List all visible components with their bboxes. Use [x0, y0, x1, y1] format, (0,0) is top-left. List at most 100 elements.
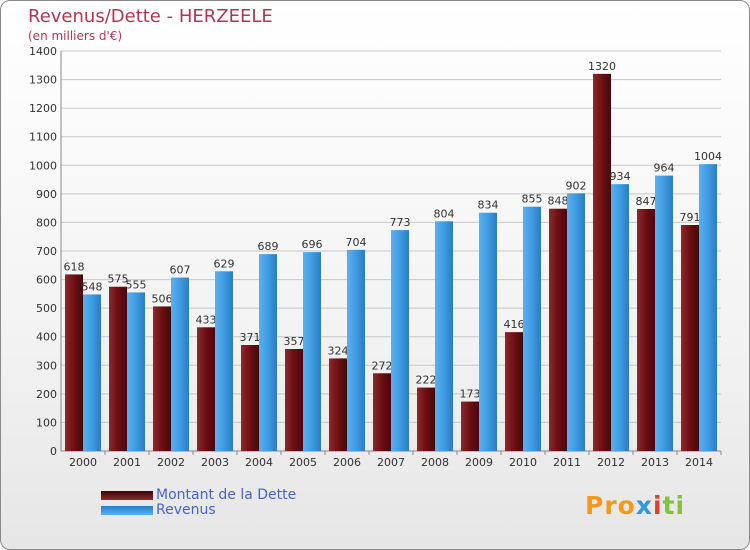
data-label-revenus: 548	[82, 280, 103, 293]
data-label-revenus: 902	[566, 179, 587, 192]
bar-revenus	[83, 294, 101, 451]
x-tick-label: 2009	[465, 456, 493, 469]
bar-revenus	[611, 184, 629, 451]
bar-revenus	[391, 230, 409, 451]
bar-dette	[373, 373, 391, 451]
bar-dette	[637, 209, 655, 451]
y-tick-label: 700	[36, 245, 57, 258]
data-label-dette: 324	[328, 344, 349, 357]
data-label-revenus: 607	[170, 264, 191, 277]
x-tick-label: 2000	[69, 456, 97, 469]
legend-swatch-revenus	[101, 505, 153, 515]
x-tick-label: 2014	[685, 456, 713, 469]
y-tick-label: 1000	[29, 159, 57, 172]
data-label-revenus: 934	[610, 170, 631, 183]
legend-item-dette: Montant de la Dette	[101, 487, 296, 503]
data-label-revenus: 855	[522, 193, 543, 206]
data-label-dette: 618	[64, 260, 85, 273]
y-tick-label: 400	[36, 331, 57, 344]
data-label-revenus: 629	[214, 257, 235, 270]
legend-label-revenus: Revenus	[156, 502, 216, 518]
bar-dette	[65, 274, 83, 451]
x-tick-label: 2010	[509, 456, 537, 469]
y-tick-label: 1300	[29, 74, 57, 87]
x-tick-label: 2007	[377, 456, 405, 469]
y-tick-label: 300	[36, 359, 57, 372]
data-label-dette: 416	[504, 318, 525, 331]
y-tick-label: 1200	[29, 102, 57, 115]
data-label-dette: 1320	[588, 60, 616, 73]
bar-dette	[153, 306, 171, 451]
data-label-revenus: 804	[434, 207, 455, 220]
data-label-revenus: 834	[478, 199, 499, 212]
data-label-dette: 272	[372, 359, 393, 372]
y-tick-label: 800	[36, 216, 57, 229]
bar-revenus	[655, 175, 673, 452]
data-label-dette: 357	[284, 335, 305, 348]
bar-dette	[329, 358, 347, 451]
x-tick-label: 2002	[157, 456, 185, 469]
y-tick-label: 200	[36, 388, 57, 401]
data-label-dette: 848	[548, 195, 569, 208]
y-tick-label: 600	[36, 274, 57, 287]
chart-subtitle: (en milliers d'€)	[28, 29, 123, 43]
y-tick-label: 100	[36, 416, 57, 429]
data-label-dette: 575	[108, 273, 129, 286]
logo-part-1: Pro	[585, 491, 636, 520]
bar-revenus	[303, 252, 321, 451]
bar-dette	[593, 73, 611, 451]
bar-dette	[461, 401, 479, 451]
bar-revenus	[127, 292, 145, 451]
y-tick-label: 500	[36, 302, 57, 315]
bar-dette	[505, 332, 523, 451]
bar-revenus	[523, 206, 541, 451]
bar-dette	[109, 286, 127, 451]
data-label-dette: 371	[240, 331, 261, 344]
bar-revenus	[171, 277, 189, 451]
logo-part-4: ti	[662, 491, 686, 520]
data-label-dette: 222	[416, 374, 437, 387]
x-tick-label: 2001	[113, 456, 141, 469]
data-label-dette: 847	[636, 195, 657, 208]
y-tick-label: 1100	[29, 131, 57, 144]
legend-swatch-dette	[101, 490, 153, 500]
x-tick-label: 2005	[289, 456, 317, 469]
legend-item-revenus: Revenus	[101, 502, 216, 518]
bar-dette	[197, 327, 215, 451]
data-label-revenus: 689	[258, 240, 279, 253]
data-label-dette: 173	[460, 388, 481, 401]
data-label-revenus: 1004	[694, 150, 722, 163]
bar-revenus	[699, 164, 717, 451]
bar-revenus	[215, 271, 233, 451]
x-tick-label: 2008	[421, 456, 449, 469]
bar-dette	[681, 225, 699, 451]
legend-label-dette: Montant de la Dette	[156, 487, 297, 503]
y-tick-label: 900	[36, 188, 57, 201]
data-label-dette: 433	[196, 313, 217, 326]
x-tick-label: 2004	[245, 456, 273, 469]
data-label-revenus: 964	[654, 162, 675, 175]
bar-dette	[549, 208, 567, 451]
y-tick-label: 0	[50, 445, 57, 458]
x-tick-label: 2013	[641, 456, 669, 469]
bar-dette	[241, 345, 259, 451]
x-tick-label: 2011	[553, 456, 581, 469]
data-label-revenus: 704	[346, 236, 367, 249]
data-label-dette: 506	[152, 292, 173, 305]
bar-dette	[285, 349, 303, 451]
proxiti-logo: Proxiti	[585, 491, 685, 520]
bar-revenus	[567, 193, 585, 452]
chart-title: Revenus/Dette - HERZEELE	[28, 6, 273, 27]
x-tick-label: 2012	[597, 456, 625, 469]
bar-dette	[417, 387, 435, 451]
y-tick-label: 1400	[29, 45, 57, 58]
bar-revenus	[435, 221, 453, 451]
x-tick-label: 2003	[201, 456, 229, 469]
logo-part-3: i	[652, 491, 663, 520]
data-label-revenus: 696	[302, 238, 323, 251]
bar-revenus	[347, 249, 365, 451]
bar-revenus	[479, 212, 497, 451]
x-tick-label: 2006	[333, 456, 361, 469]
